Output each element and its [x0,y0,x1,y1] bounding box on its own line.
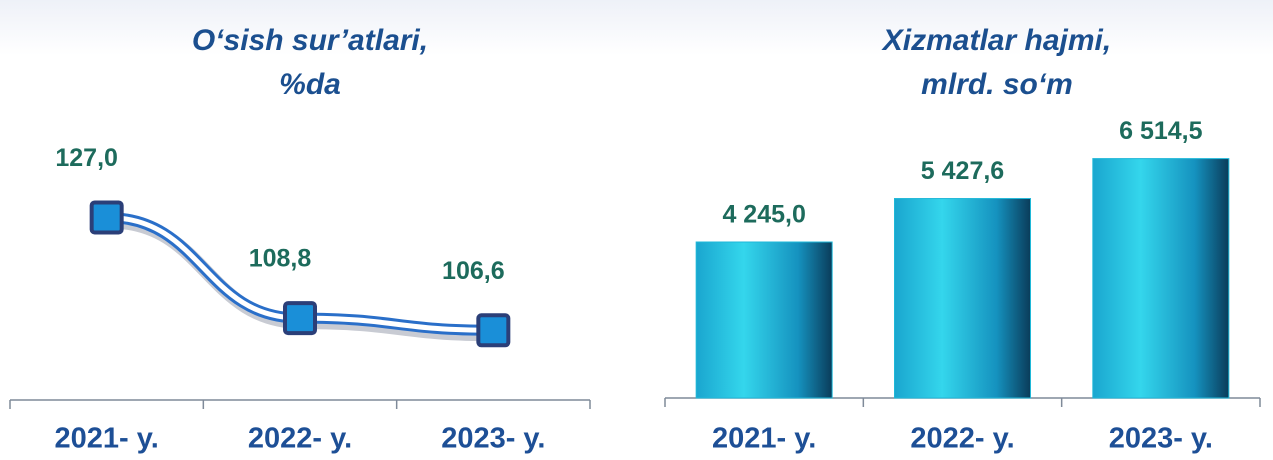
chart-title: mlrd. so‘m [921,68,1073,101]
x-tick-label: 2021- y. [55,423,159,455]
bar [695,241,833,399]
chart-title: %da [279,68,341,101]
x-tick-label: 2023- y. [441,423,545,455]
chart-title: O‘sish sur’atlari, [192,24,428,57]
x-tick-label: 2022- y. [910,423,1014,455]
marker [283,301,317,336]
data-label: 127,0 [55,144,118,172]
x-tick-label: 2021- y. [712,423,816,455]
data-label: 6 514,5 [1119,117,1203,145]
x-tick-label: 2022- y. [248,423,352,455]
marker [476,313,511,348]
data-label: 5 427,6 [921,157,1004,185]
x-tick-label: 2023- y. [1109,423,1213,455]
data-label: 108,8 [249,245,312,273]
chart-title: Xizmatlar hajmi, [881,24,1111,57]
bar [1092,158,1230,399]
data-label: 4 245,0 [722,201,805,229]
bar [894,198,1031,399]
marker [89,200,124,235]
data-label: 106,6 [442,257,505,285]
